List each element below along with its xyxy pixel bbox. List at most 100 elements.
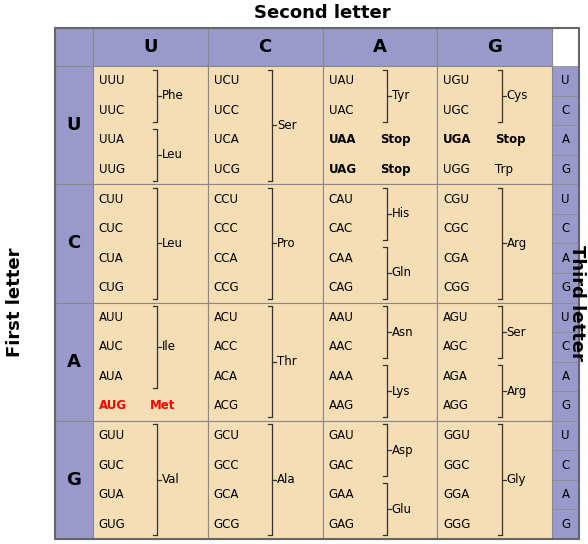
- Bar: [323, 28, 437, 66]
- Text: G: G: [561, 163, 570, 176]
- Bar: [552, 96, 579, 125]
- Bar: [323, 302, 437, 421]
- Text: CCG: CCG: [213, 281, 239, 294]
- Bar: [208, 421, 323, 539]
- Text: First letter: First letter: [6, 248, 24, 357]
- Bar: [437, 184, 552, 302]
- Text: ACU: ACU: [213, 311, 238, 324]
- Bar: [437, 421, 552, 539]
- Bar: [55, 421, 93, 539]
- Text: Glu: Glu: [392, 503, 412, 516]
- Text: AUU: AUU: [99, 311, 124, 324]
- Text: CGC: CGC: [443, 222, 469, 235]
- Text: GAA: GAA: [329, 488, 354, 501]
- Bar: [208, 302, 323, 421]
- Bar: [552, 184, 579, 214]
- Text: AUA: AUA: [99, 370, 123, 383]
- Text: Asn: Asn: [392, 325, 413, 338]
- Text: A: A: [562, 133, 570, 146]
- Text: UCC: UCC: [213, 104, 239, 117]
- Text: UGA: UGA: [443, 133, 472, 146]
- Text: UUU: UUU: [99, 75, 124, 87]
- Bar: [552, 154, 579, 184]
- Text: CGA: CGA: [443, 252, 469, 265]
- Text: G: G: [487, 38, 502, 56]
- Text: C: C: [562, 341, 570, 354]
- Text: CGG: CGG: [443, 281, 470, 294]
- Text: C: C: [67, 234, 81, 252]
- Text: GUC: GUC: [99, 459, 125, 472]
- Text: GUU: GUU: [99, 429, 125, 442]
- Text: Third letter: Third letter: [567, 245, 586, 361]
- Text: C: C: [562, 459, 570, 472]
- Text: AAC: AAC: [329, 341, 353, 354]
- Text: Leu: Leu: [162, 237, 183, 250]
- Bar: [323, 184, 437, 302]
- Bar: [552, 214, 579, 243]
- Text: Arg: Arg: [507, 385, 527, 398]
- Text: GCA: GCA: [213, 488, 239, 501]
- Text: A: A: [562, 252, 570, 265]
- Text: Ala: Ala: [277, 473, 296, 486]
- Text: GUG: GUG: [99, 518, 126, 531]
- Text: UAC: UAC: [329, 104, 353, 117]
- Text: Pro: Pro: [277, 237, 296, 250]
- Text: GUA: GUA: [99, 488, 125, 501]
- Bar: [55, 66, 93, 184]
- Text: UCU: UCU: [213, 75, 239, 87]
- Text: U: U: [562, 429, 570, 442]
- Text: GCC: GCC: [213, 459, 239, 472]
- Text: Leu: Leu: [162, 148, 183, 161]
- Text: A: A: [562, 488, 570, 501]
- Text: Stop: Stop: [380, 133, 410, 146]
- Text: ACC: ACC: [213, 341, 238, 354]
- Text: Second letter: Second letter: [254, 4, 391, 22]
- Text: UGC: UGC: [443, 104, 469, 117]
- Bar: [55, 184, 93, 302]
- Text: AUG: AUG: [99, 399, 127, 412]
- Bar: [552, 66, 579, 96]
- Text: UAG: UAG: [329, 163, 357, 176]
- Text: Lys: Lys: [392, 385, 410, 398]
- Text: Cys: Cys: [507, 89, 528, 102]
- Text: Ser: Ser: [277, 119, 296, 132]
- Text: U: U: [66, 116, 81, 134]
- Text: CUG: CUG: [99, 281, 125, 294]
- Text: GGC: GGC: [443, 459, 470, 472]
- Text: Arg: Arg: [507, 237, 527, 250]
- Bar: [552, 243, 579, 273]
- Text: CCC: CCC: [213, 222, 239, 235]
- Text: ACA: ACA: [213, 370, 238, 383]
- Bar: [552, 421, 579, 450]
- Text: Gly: Gly: [507, 473, 526, 486]
- Text: UUA: UUA: [99, 133, 124, 146]
- Text: Ser: Ser: [507, 325, 526, 338]
- Text: A: A: [67, 353, 81, 370]
- Bar: [93, 302, 208, 421]
- Text: CUU: CUU: [99, 193, 124, 206]
- Bar: [552, 391, 579, 421]
- Text: CGU: CGU: [443, 193, 469, 206]
- Text: GGU: GGU: [443, 429, 470, 442]
- Text: UAU: UAU: [329, 75, 353, 87]
- Text: G: G: [66, 471, 81, 489]
- Text: U: U: [562, 193, 570, 206]
- Bar: [93, 184, 208, 302]
- Text: Ile: Ile: [162, 341, 176, 354]
- Text: AAA: AAA: [329, 370, 353, 383]
- Text: UAA: UAA: [329, 133, 356, 146]
- Bar: [93, 421, 208, 539]
- Text: GGA: GGA: [443, 488, 470, 501]
- Bar: [55, 28, 579, 539]
- Bar: [552, 480, 579, 509]
- Text: C: C: [562, 222, 570, 235]
- Text: Val: Val: [162, 473, 180, 486]
- Bar: [208, 28, 323, 66]
- Text: AGA: AGA: [443, 370, 468, 383]
- Text: His: His: [392, 207, 410, 220]
- Bar: [323, 421, 437, 539]
- Text: CUA: CUA: [99, 252, 123, 265]
- Bar: [437, 302, 552, 421]
- Bar: [208, 184, 323, 302]
- Text: CUC: CUC: [99, 222, 124, 235]
